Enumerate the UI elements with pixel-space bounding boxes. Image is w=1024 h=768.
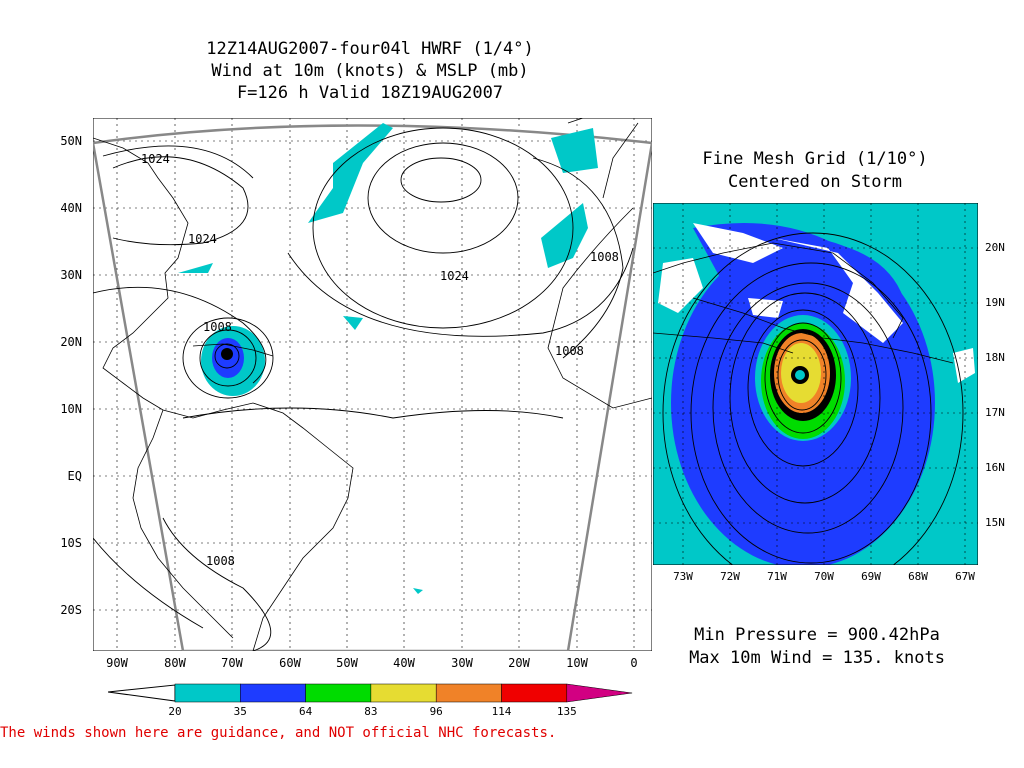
inset-lat-label: 15N (985, 516, 1005, 529)
colorbar-tick-label: 20 (168, 705, 182, 718)
lon-label: 40W (393, 656, 415, 670)
disclaimer-text: The winds shown here are guidance, and N… (0, 725, 557, 741)
colorbar-tick-label: 114 (491, 705, 512, 718)
lat-label: EQ (67, 469, 82, 483)
lon-label: 10W (566, 656, 588, 670)
colorbar-cell (305, 683, 372, 703)
main-title-line-2: Wind at 10m (knots) & MSLP (mb) (211, 61, 529, 81)
colorbar-tick-label: 135 (556, 705, 577, 718)
lon-label: 90W (106, 656, 128, 670)
colorbar-cells (174, 683, 633, 703)
isobar-label: 1008 (555, 344, 584, 358)
lon-label: 80W (164, 656, 186, 670)
colorbar-low-arrow (108, 684, 176, 702)
inset-lat-label: 19N (985, 296, 1005, 309)
lon-label: 60W (279, 656, 301, 670)
lat-label: 20S (60, 603, 82, 617)
lat-label: 40N (60, 201, 82, 215)
isobar-label: 1024 (440, 269, 469, 283)
lat-label: 20N (60, 335, 82, 349)
inset-lon-label: 72W (720, 570, 740, 583)
colorbar-tick-label: 83 (364, 705, 378, 718)
lat-label: 30N (60, 268, 82, 282)
main-map: 1024 1024 1024 1008 1008 1008 1008 (93, 118, 652, 651)
lon-label: 20W (508, 656, 530, 670)
main-title-line-3: F=126 h Valid 18Z19AUG2007 (236, 83, 504, 103)
lat-label: 10S (60, 536, 82, 550)
inset-lon-label: 67W (955, 570, 975, 583)
lon-label: 30W (451, 656, 473, 670)
inset-title-line-1: Fine Mesh Grid (1/10°) (702, 149, 928, 169)
colorbar-tick-label: 64 (298, 705, 313, 718)
inset-lat-label: 17N (985, 406, 1005, 419)
max-wind-text: Max 10m Wind = 135. knots (689, 648, 945, 668)
inset-lat-label: 20N (985, 241, 1005, 254)
colorbar-tick-label: 35 (233, 705, 247, 718)
isobar-labels: 1024 1024 1024 1008 1008 1008 1008 (141, 152, 619, 568)
inset-lat-label: 16N (985, 461, 1005, 474)
colorbar-cell (240, 683, 306, 703)
isobar-label: 1008 (206, 554, 235, 568)
colorbar-cell (174, 683, 241, 703)
colorbar-cell (566, 683, 633, 703)
isobar-label: 1024 (141, 152, 170, 166)
isobar-label: 1024 (188, 232, 217, 246)
main-map-graticule (93, 118, 652, 651)
inset-title-line-2: Centered on Storm (728, 172, 902, 192)
lon-label: 50W (336, 656, 358, 670)
isobars (93, 127, 634, 651)
inset-graticule (653, 203, 978, 565)
inset-lon-label: 69W (861, 570, 881, 583)
inset-lat-label: 18N (985, 351, 1005, 364)
lat-label: 10N (60, 402, 82, 416)
inset-lon-label: 68W (908, 570, 928, 583)
lon-label: 0 (630, 656, 638, 670)
inset-lon-label: 71W (767, 570, 787, 583)
inset-lon-label: 70W (814, 570, 834, 583)
lat-label: 50N (60, 134, 82, 148)
min-pressure-text: Min Pressure = 900.42hPa (694, 625, 940, 645)
colorbar-cell (501, 683, 568, 703)
colorbar-cell (435, 683, 502, 703)
inset-lon-label: 73W (673, 570, 693, 583)
wind-colorbar (108, 683, 633, 703)
colorbar-tick-label: 96 (429, 705, 443, 718)
main-title-line-1: 12Z14AUG2007-four04l HWRF (1/4°) (206, 39, 534, 59)
lon-label: 70W (221, 656, 243, 670)
inset-map (653, 203, 978, 565)
colorbar-cell (370, 683, 437, 703)
isobar-label: 1008 (590, 250, 619, 264)
hwrf-domain-outline (93, 124, 652, 651)
coastlines (93, 118, 652, 651)
isobar-label: 1008 (203, 320, 232, 334)
